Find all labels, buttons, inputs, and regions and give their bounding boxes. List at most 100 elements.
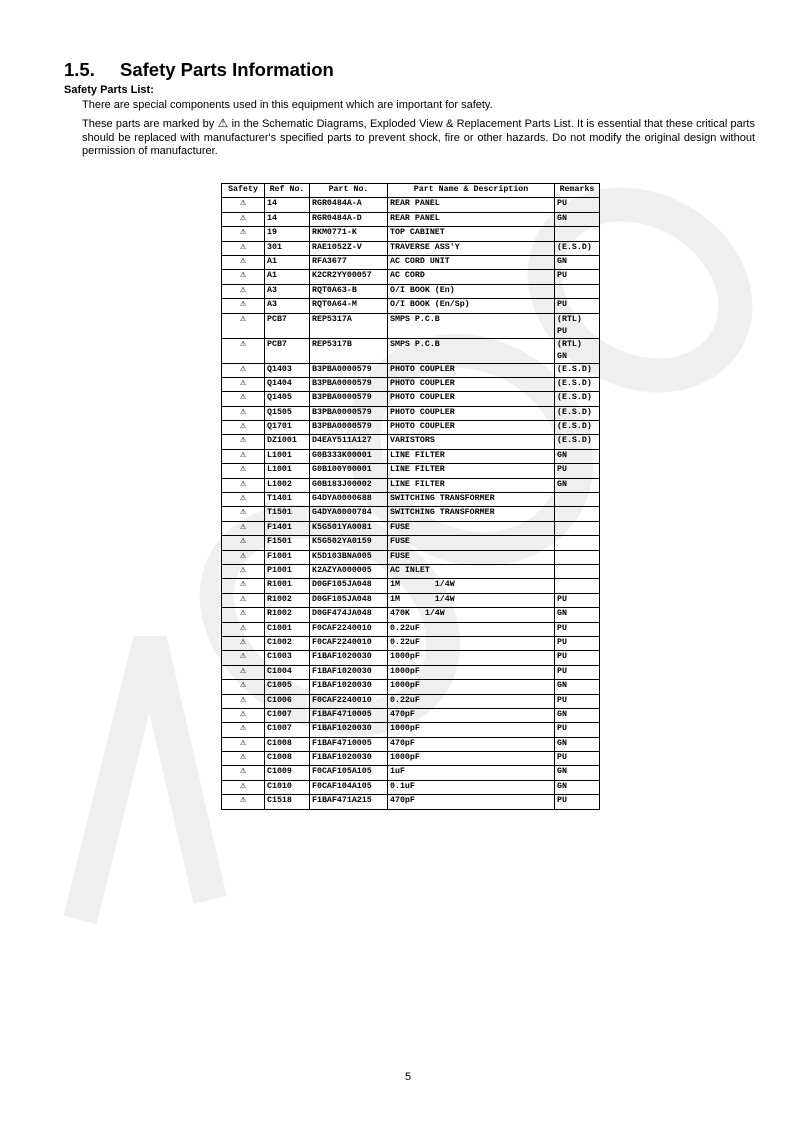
warning-triangle-icon: ⚠ bbox=[221, 621, 265, 637]
remarks: PU bbox=[554, 722, 600, 738]
remarks: PU bbox=[554, 751, 600, 767]
description: 1000pF bbox=[387, 722, 555, 738]
remarks: PU bbox=[554, 635, 600, 652]
remarks: PU bbox=[554, 298, 600, 314]
table-row: ⚠ PCB7 REP5317A SMPS P.C.B (RTL) PU bbox=[221, 312, 600, 339]
part-no: F0CAF105A105 bbox=[309, 765, 388, 781]
description: 1000pF bbox=[387, 664, 555, 681]
remarks bbox=[554, 492, 600, 508]
ref-no: Q1405 bbox=[264, 391, 310, 407]
ref-no: C1009 bbox=[264, 765, 310, 781]
part-no: RAE1052Z-V bbox=[309, 240, 388, 256]
ref-no: C1518 bbox=[264, 794, 310, 810]
description: PHOTO COUPLER bbox=[387, 362, 555, 378]
header-safety: Safety bbox=[221, 182, 265, 199]
description: 1000pF bbox=[387, 650, 555, 666]
para-text: These parts are marked by bbox=[82, 118, 218, 130]
remarks bbox=[554, 520, 600, 537]
ref-no: R1002 bbox=[264, 607, 310, 623]
description: FUSE bbox=[387, 520, 555, 537]
part-no: D0GF105JA048 bbox=[309, 592, 388, 609]
part-no: G4DYA0000688 bbox=[309, 492, 388, 508]
remarks: PU bbox=[554, 650, 600, 666]
part-no: G4DYA0000784 bbox=[309, 506, 388, 522]
warning-triangle-icon: ⚠ bbox=[221, 607, 265, 623]
part-no: G0B183J00002 bbox=[309, 477, 388, 494]
part-no: D0GF474JA048 bbox=[309, 607, 388, 623]
warning-triangle-icon: ⚠ bbox=[221, 635, 265, 652]
ref-no: Q1505 bbox=[264, 405, 310, 422]
remarks: PU bbox=[554, 197, 600, 213]
warning-triangle-icon: ⚠ bbox=[221, 693, 265, 709]
ref-no: C1008 bbox=[264, 736, 310, 753]
part-no: K2CR2YY00057 bbox=[309, 269, 388, 285]
warning-triangle-icon: ⚠ bbox=[221, 197, 265, 213]
description: 1M 1/4W bbox=[387, 592, 555, 609]
section-title: 1.5. Safety Parts Information bbox=[64, 59, 334, 81]
description: PHOTO COUPLER bbox=[387, 376, 555, 393]
ref-no: F1501 bbox=[264, 535, 310, 551]
warning-triangle-icon: ⚠ bbox=[221, 434, 265, 450]
table-row: ⚠ F1401 K5G501YA0081 FUSE bbox=[221, 520, 600, 537]
remarks: GN bbox=[554, 254, 600, 271]
table-row: ⚠ Q1404 B3PBA0000579 PHOTO COUPLER (E.S.D) bbox=[221, 376, 600, 393]
table-row: ⚠ PCB7 REP5317B SMPS P.C.B (RTL) GN bbox=[221, 337, 600, 364]
ref-no: C1001 bbox=[264, 621, 310, 637]
part-no: B3PBA0000579 bbox=[309, 376, 388, 393]
table-row: ⚠ R1002 D0GF474JA048 470K 1/4W GN bbox=[221, 607, 600, 623]
description: 470pF bbox=[387, 707, 555, 724]
description: AC CORD UNIT bbox=[387, 254, 555, 271]
remarks: (E.S.D) bbox=[554, 420, 600, 436]
ref-no: T1401 bbox=[264, 492, 310, 508]
description: AC INLET bbox=[387, 563, 555, 580]
part-no: F1BAF1020030 bbox=[309, 650, 388, 666]
warning-triangle-icon: ⚠ bbox=[221, 664, 265, 681]
part-no: F1BAF471A215 bbox=[309, 794, 388, 810]
part-no: F1BAF1020030 bbox=[309, 664, 388, 681]
part-no: F0CAF2240010 bbox=[309, 621, 388, 637]
warning-triangle-icon: ⚠ bbox=[221, 751, 265, 767]
table-row: ⚠ C1007 F1BAF4710005 470pF GN bbox=[221, 707, 600, 724]
description: 1000pF bbox=[387, 679, 555, 695]
warning-triangle-icon: ⚠ bbox=[221, 535, 265, 551]
part-no: RGR0484A-D bbox=[309, 211, 388, 228]
table-row: ⚠ Q1505 B3PBA0000579 PHOTO COUPLER (E.S.D) bbox=[221, 405, 600, 422]
table-row: ⚠ F1001 K5D103BNA005 FUSE bbox=[221, 549, 600, 565]
para-text: in the Schematic Diagrams, Exploded View… bbox=[82, 118, 755, 157]
header-description: Part Name & Description bbox=[387, 182, 555, 199]
description: 1M 1/4W bbox=[387, 578, 555, 594]
table-row: ⚠ C1009 F0CAF105A105 1uF GN bbox=[221, 765, 600, 781]
table-row: ⚠ R1001 D0GF105JA048 1M 1/4W bbox=[221, 578, 600, 594]
part-no: F1BAF4710005 bbox=[309, 736, 388, 753]
ref-no: PCB7 bbox=[264, 337, 310, 364]
ref-no: A1 bbox=[264, 269, 310, 285]
ref-no: L1001 bbox=[264, 463, 310, 479]
page-number: 5 bbox=[405, 1071, 412, 1083]
ref-no: PCB7 bbox=[264, 312, 310, 339]
part-no: K5D103BNA005 bbox=[309, 549, 388, 565]
remarks: PU bbox=[554, 794, 600, 810]
table-row: ⚠ C1001 F0CAF2240010 0.22uF PU bbox=[221, 621, 600, 637]
remarks bbox=[554, 549, 600, 565]
safety-parts-table: Safety Ref No. Part No. Part Name & Desc… bbox=[221, 182, 600, 810]
remarks: (E.S.D) bbox=[554, 405, 600, 422]
description: 0.1uF bbox=[387, 779, 555, 796]
description: 1000pF bbox=[387, 751, 555, 767]
header-remarks: Remarks bbox=[554, 182, 600, 199]
part-no: F1BAF1020030 bbox=[309, 679, 388, 695]
table-row: ⚠ 14 RGR0484A-A REAR PANEL PU bbox=[221, 197, 600, 213]
part-no: RQT0A64-M bbox=[309, 298, 388, 314]
table-row: ⚠ T1401 G4DYA0000688 SWITCHING TRANSFORMER bbox=[221, 492, 600, 508]
remarks bbox=[554, 578, 600, 594]
table-row: ⚠ L1001 G0B333K00001 LINE FILTER GN bbox=[221, 448, 600, 465]
part-no: K5G501YA0081 bbox=[309, 520, 388, 537]
part-no: RKM0771-K bbox=[309, 226, 388, 242]
description: PHOTO COUPLER bbox=[387, 420, 555, 436]
table-row: ⚠ C1003 F1BAF1020030 1000pF PU bbox=[221, 650, 600, 666]
warning-triangle-icon: ⚠ bbox=[221, 650, 265, 666]
part-no: K2AZYA000005 bbox=[309, 563, 388, 580]
warning-triangle-icon: ⚠ bbox=[221, 578, 265, 594]
description: FUSE bbox=[387, 535, 555, 551]
ref-no: L1002 bbox=[264, 477, 310, 494]
table-row: ⚠ C1007 F1BAF1020030 1000pF PU bbox=[221, 722, 600, 738]
